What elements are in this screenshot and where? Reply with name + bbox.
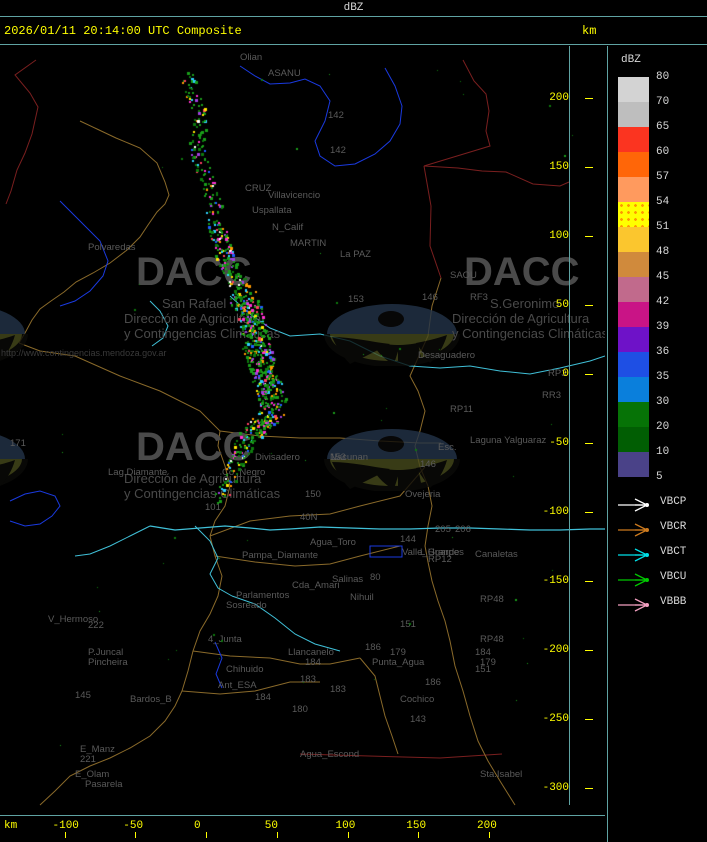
svg-text:CRUZ: CRUZ [245,183,272,194]
svg-text:143: 143 [410,714,426,725]
svg-text:Divisadero: Divisadero [255,452,300,463]
svg-text:184: 184 [255,692,271,703]
svg-text:206: 206 [455,524,471,535]
svg-text:184: 184 [305,657,321,668]
svg-text:Bardos_B: Bardos_B [130,694,172,705]
svg-text:Agua_Toro: Agua_Toro [310,537,356,548]
svg-text:205: 205 [435,524,451,535]
svg-text:Dirección de Agricultura: Dirección de Agricultura [124,311,262,326]
svg-text:Sosreado: Sosreado [226,600,267,611]
svg-text:y Contingencias Climáticas: y Contingencias Climáticas [452,326,605,341]
svg-text:Cochico: Cochico [400,694,434,705]
svg-text:Punta_Agua: Punta_Agua [372,657,425,668]
svg-text:y Contingencias Climáticas: y Contingencias Climáticas [124,486,281,501]
svg-text:183: 183 [300,674,316,685]
svg-text:151: 151 [475,664,491,675]
svg-text:150: 150 [305,489,321,500]
svg-text:186: 186 [425,677,441,688]
svg-text:142: 142 [328,110,344,121]
svg-text:4_Junta: 4_Junta [208,634,243,645]
svg-text:Villavicencio: Villavicencio [268,190,320,201]
svg-text:y Contingencias Climáticas: y Contingencias Climáticas [124,326,281,341]
svg-text:RP48: RP48 [480,594,504,605]
svg-text:144: 144 [400,534,416,545]
svg-text:RR3: RR3 [542,390,561,401]
svg-text:145: 145 [75,690,91,701]
svg-text:146: 146 [422,292,438,303]
svg-text:Lag.Diamante: Lag.Diamante [108,467,167,478]
svg-text:Valle_Grande: Valle_Grande [402,547,459,558]
svg-text:171: 171 [10,438,26,449]
svg-text:Agua_Escond: Agua_Escond [300,749,359,760]
svg-text:146: 146 [420,459,436,470]
svg-text:http://www.contingencias.mendo: http://www.contingencias.mendoza.gov.ar [1,348,166,358]
svg-text:Chihuido: Chihuido [226,664,264,675]
svg-text:151: 151 [400,619,416,630]
svg-text:153: 153 [330,452,346,463]
svg-text:RP48: RP48 [480,634,504,645]
svg-text:Pampa_Diamante: Pampa_Diamante [242,550,318,561]
svg-text:80: 80 [370,572,381,583]
svg-text:DACC: DACC [464,250,580,294]
svg-text:221: 221 [80,754,96,765]
svg-text:RP11: RP11 [450,404,473,415]
svg-text:Canaletas: Canaletas [475,549,518,560]
svg-text:La PAZ: La PAZ [340,249,371,260]
svg-text:Ant_ESA: Ant_ESA [218,680,257,691]
svg-text:DACC: DACC [136,425,252,469]
svg-text:183: 183 [330,684,346,695]
svg-text:180: 180 [292,704,308,715]
svg-text:Olian: Olian [240,52,262,63]
svg-text:Cda_Amari: Cda_Amari [292,580,340,591]
svg-text:Sta.Isabel: Sta.Isabel [480,769,522,780]
svg-text:MARTIN: MARTIN [290,238,326,249]
svg-text:Uspallata: Uspallata [252,205,292,216]
svg-text:ASANU: ASANU [268,68,301,79]
svg-text:RF3: RF3 [470,292,488,303]
svg-text:N_Calif: N_Calif [272,222,304,233]
svg-text:DACC: DACC [136,250,252,294]
svg-text:Desaguadero: Desaguadero [418,350,475,361]
svg-text:Pasarela: Pasarela [85,779,123,790]
svg-text:186: 186 [365,642,381,653]
svg-text:153: 153 [348,294,364,305]
svg-text:Polvaredas: Polvaredas [88,242,136,253]
svg-text:Esc.: Esc. [438,442,456,453]
svg-text:40N: 40N [300,512,318,523]
svg-text:SAOU: SAOU [450,270,477,281]
svg-text:San Rafael: San Rafael [162,296,226,311]
svg-text:Co_Negro: Co_Negro [222,467,265,478]
svg-text:Nihuil: Nihuil [350,592,374,603]
svg-text:101: 101 [205,502,221,513]
svg-text:222: 222 [88,620,104,631]
svg-text:142: 142 [330,145,346,156]
svg-text:Ovejeria: Ovejeria [405,489,441,500]
svg-text:Pincheira: Pincheira [88,657,128,668]
